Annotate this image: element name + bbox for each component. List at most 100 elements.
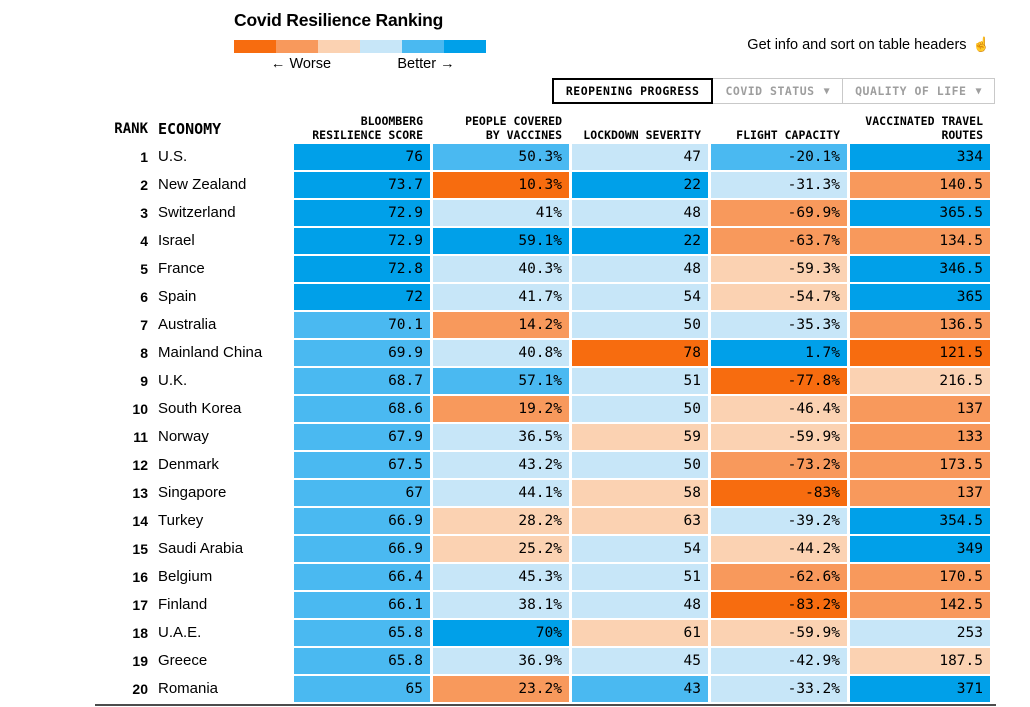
table-header-row: RANK ECONOMY BLOOMBERG RESILIENCE SCORE … — [114, 106, 990, 142]
cell-flight: 1.7% — [711, 340, 847, 366]
legend-gradient-bar — [234, 40, 486, 53]
tab-covid-status[interactable]: COVID STATUS ▼ — [712, 78, 844, 104]
cell-score: 72 — [294, 284, 430, 310]
cell-score: 67.9 — [294, 424, 430, 450]
economy-cell: Australia — [158, 316, 217, 333]
cell-vaccines: 40.3% — [433, 256, 569, 282]
cell-lockdown: 22 — [572, 172, 708, 198]
cell-flight: -20.1% — [711, 144, 847, 170]
cell-vaccines: 45.3% — [433, 564, 569, 590]
col-header-flight[interactable]: FLIGHT CAPACITY — [736, 128, 840, 142]
cell-lockdown: 54 — [572, 536, 708, 562]
cell-vaccines: 50.3% — [433, 144, 569, 170]
rank-cell: 10 — [132, 401, 148, 417]
economy-cell: Mainland China — [158, 344, 263, 361]
cell-routes: 140.5 — [850, 172, 990, 198]
col-header-lockdown[interactable]: LOCKDOWN SEVERITY — [583, 128, 701, 142]
cell-lockdown: 59 — [572, 424, 708, 450]
cell-vaccines: 25.2% — [433, 536, 569, 562]
cell-score: 72.8 — [294, 256, 430, 282]
tab-label: COVID STATUS — [725, 84, 815, 98]
cell-score: 70.1 — [294, 312, 430, 338]
cell-flight: -33.2% — [711, 676, 847, 702]
cell-lockdown: 22 — [572, 228, 708, 254]
cell-routes: 133 — [850, 424, 990, 450]
economy-cell: Spain — [158, 288, 197, 305]
cell-lockdown: 54 — [572, 284, 708, 310]
cell-score: 68.6 — [294, 396, 430, 422]
legend-swatch — [444, 40, 486, 53]
cell-flight: -63.7% — [711, 228, 847, 254]
cell-flight: -59.3% — [711, 256, 847, 282]
cell-score: 66.9 — [294, 536, 430, 562]
economy-cell: Denmark — [158, 456, 219, 473]
cell-routes: 173.5 — [850, 452, 990, 478]
economy-cell: New Zealand — [158, 176, 247, 193]
cell-vaccines: 43.2% — [433, 452, 569, 478]
cell-score: 67.5 — [294, 452, 430, 478]
rank-cell: 6 — [140, 289, 148, 305]
cell-vaccines: 59.1% — [433, 228, 569, 254]
rank-cell: 4 — [140, 233, 148, 249]
cell-flight: -44.2% — [711, 536, 847, 562]
cell-flight: -69.9% — [711, 200, 847, 226]
cell-flight: -46.4% — [711, 396, 847, 422]
cell-routes: 137 — [850, 480, 990, 506]
cell-routes: 187.5 — [850, 648, 990, 674]
cell-vaccines: 14.2% — [433, 312, 569, 338]
rank-cell: 12 — [132, 457, 148, 473]
cell-routes: 253 — [850, 620, 990, 646]
economy-cell: U.A.E. — [158, 624, 202, 641]
cell-routes: 346.5 — [850, 256, 990, 282]
rank-cell: 14 — [132, 513, 148, 529]
cell-vaccines: 10.3% — [433, 172, 569, 198]
rank-cell: 2 — [140, 177, 148, 193]
col-header-routes[interactable]: VACCINATED TRAVEL ROUTES — [865, 114, 983, 142]
table-bottom-border — [95, 704, 996, 706]
cell-lockdown: 48 — [572, 592, 708, 618]
legend-swatch — [234, 40, 276, 53]
cell-score: 66.4 — [294, 564, 430, 590]
economy-cell: Greece — [158, 652, 208, 669]
cell-vaccines: 41% — [433, 200, 569, 226]
legend-swatch — [318, 40, 360, 53]
col-header-economy[interactable]: ECONOMY — [158, 120, 222, 138]
economy-cell: Israel — [158, 232, 195, 249]
tab-reopening-progress[interactable]: REOPENING PROGRESS — [551, 78, 714, 104]
rank-cell: 8 — [140, 345, 148, 361]
cell-vaccines: 38.1% — [433, 592, 569, 618]
economy-cell: Saudi Arabia — [158, 540, 244, 557]
cell-vaccines: 19.2% — [433, 396, 569, 422]
cell-routes: 137 — [850, 396, 990, 422]
cell-vaccines: 70% — [433, 620, 569, 646]
economy-cell: Belgium — [158, 568, 213, 585]
cell-lockdown: 51 — [572, 564, 708, 590]
rank-cell: 16 — [132, 569, 148, 585]
cell-vaccines: 44.1% — [433, 480, 569, 506]
cell-score: 66.9 — [294, 508, 430, 534]
cell-lockdown: 50 — [572, 312, 708, 338]
cell-vaccines: 57.1% — [433, 368, 569, 394]
col-header-vaccines[interactable]: PEOPLE COVERED BY VACCINES — [465, 114, 562, 142]
cell-routes: 354.5 — [850, 508, 990, 534]
tab-label: REOPENING PROGRESS — [565, 84, 700, 98]
cell-flight: -59.9% — [711, 620, 847, 646]
cell-score: 73.7 — [294, 172, 430, 198]
rank-cell: 5 — [140, 261, 148, 277]
cell-flight: -39.2% — [711, 508, 847, 534]
cell-score: 66.1 — [294, 592, 430, 618]
cell-flight: -73.2% — [711, 452, 847, 478]
rank-cell: 19 — [132, 653, 148, 669]
col-header-rank[interactable]: RANK — [114, 121, 148, 137]
rank-cell: 15 — [132, 541, 148, 557]
cell-lockdown: 48 — [572, 256, 708, 282]
tab-quality-of-life[interactable]: QUALITY OF LIFE ▼ — [842, 78, 995, 104]
col-header-score[interactable]: BLOOMBERG RESILIENCE SCORE — [312, 114, 423, 142]
rank-cell: 11 — [133, 429, 148, 445]
legend-swatch — [360, 40, 402, 53]
legend-worse-label: ← Worse — [270, 56, 332, 72]
cell-routes: 121.5 — [850, 340, 990, 366]
cell-routes: 371 — [850, 676, 990, 702]
rank-cell: 20 — [132, 681, 148, 697]
